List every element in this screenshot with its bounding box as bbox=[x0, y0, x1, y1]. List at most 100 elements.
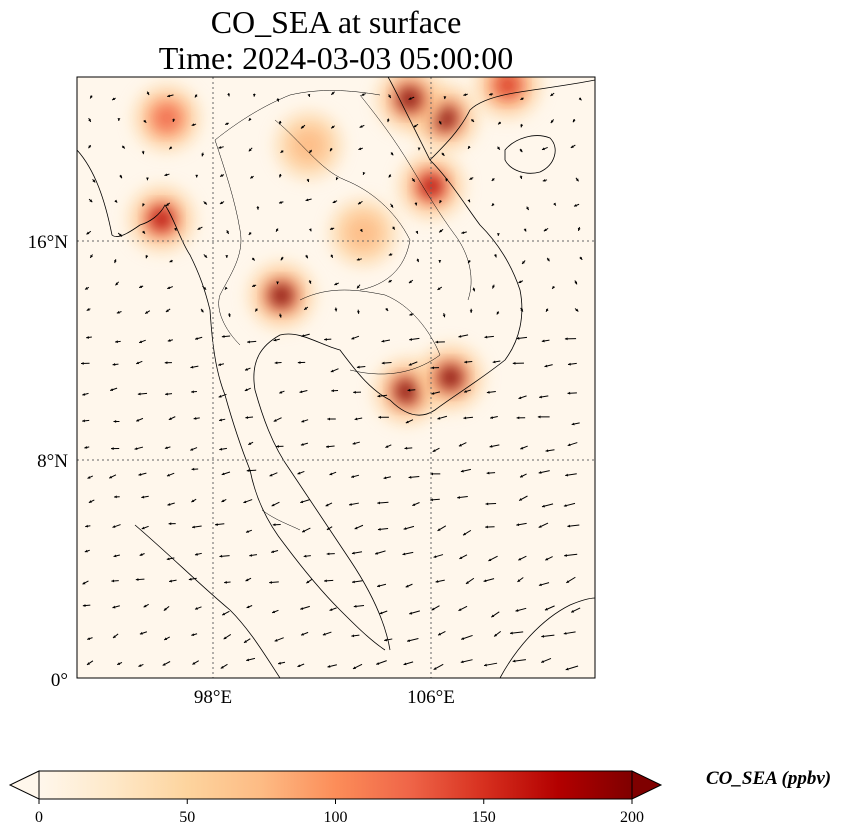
wind-arrow bbox=[471, 118, 475, 123]
wind-arrow bbox=[432, 447, 440, 453]
wind-arrow bbox=[86, 335, 92, 339]
wind-arrow bbox=[135, 578, 145, 581]
colorbar-tick-label: 50 bbox=[179, 809, 195, 826]
wind-arrow bbox=[361, 93, 366, 96]
wind-arrow bbox=[248, 117, 252, 122]
wind-arrow bbox=[297, 361, 306, 364]
map-background bbox=[77, 77, 595, 678]
wind-arrow bbox=[567, 391, 577, 395]
wind-arrow bbox=[437, 631, 446, 636]
wind-arrow bbox=[138, 285, 144, 289]
wind-arrow bbox=[519, 175, 523, 180]
wind-arrow bbox=[384, 638, 393, 642]
wind-arrow bbox=[437, 286, 443, 291]
wind-arrow bbox=[141, 150, 145, 155]
wind-arrow bbox=[461, 231, 467, 235]
wind-arrow bbox=[550, 92, 555, 97]
colorbar: 0 50 100 150 200 bbox=[8, 770, 663, 826]
wind-arrow bbox=[492, 284, 495, 289]
wind-arrow bbox=[194, 552, 202, 556]
wind-arrow bbox=[307, 93, 311, 97]
wind-arrow bbox=[163, 605, 170, 611]
wind-arrow bbox=[166, 472, 175, 477]
wind-arrow bbox=[218, 363, 225, 366]
wind-arrow bbox=[276, 281, 280, 285]
wind-arrow bbox=[438, 228, 444, 233]
wind-arrow bbox=[278, 200, 284, 204]
border-china bbox=[214, 90, 381, 141]
wind-arrow bbox=[169, 259, 173, 263]
wind-arrow bbox=[351, 335, 360, 340]
wind-arrow bbox=[353, 604, 365, 608]
wind-arrow bbox=[243, 638, 251, 644]
wind-arrow bbox=[303, 306, 309, 311]
wind-arrow bbox=[430, 498, 440, 502]
wind-arrow bbox=[306, 578, 313, 584]
wind-arrow bbox=[577, 226, 581, 231]
wind-arrow bbox=[301, 419, 309, 423]
wind-arrow bbox=[191, 467, 199, 471]
wind-arrow bbox=[135, 360, 143, 365]
wind-arrow bbox=[111, 579, 119, 583]
wind-arrow bbox=[299, 390, 308, 394]
wind-arrow bbox=[565, 665, 579, 671]
wind-arrow bbox=[89, 254, 93, 259]
colorbar-body bbox=[39, 771, 632, 799]
wind-arrow bbox=[117, 232, 123, 237]
wind-arrow bbox=[279, 173, 282, 178]
wind-arrow bbox=[194, 94, 198, 98]
wind-arrow bbox=[467, 145, 471, 150]
wind-arrow bbox=[82, 604, 91, 607]
wind-arrow bbox=[496, 233, 500, 236]
coastline-gulf-thailand bbox=[253, 77, 523, 651]
wind-arrow bbox=[329, 471, 337, 476]
wind-arrow bbox=[168, 522, 176, 526]
wind-arrow bbox=[82, 392, 89, 396]
wind-arrow bbox=[84, 446, 90, 449]
wind-arrow bbox=[512, 659, 526, 663]
wind-arrow bbox=[497, 121, 502, 125]
wind-arrow bbox=[541, 339, 550, 343]
wind-arrow bbox=[271, 501, 280, 507]
wind-arrow bbox=[357, 200, 363, 205]
wind-arrow bbox=[112, 363, 119, 366]
wind-arrow bbox=[518, 495, 528, 501]
wind-arrow bbox=[352, 663, 363, 670]
wind-arrow bbox=[433, 663, 444, 671]
wind-arrow bbox=[249, 175, 254, 179]
wind-arrow bbox=[81, 362, 90, 365]
wind-arrow bbox=[376, 660, 387, 665]
wind-arrow bbox=[88, 117, 92, 123]
wind-arrow bbox=[351, 551, 363, 555]
wind-arrow bbox=[472, 287, 476, 292]
wind-arrow bbox=[245, 529, 253, 533]
wind-arrow bbox=[356, 365, 366, 369]
wind-arrow bbox=[330, 368, 339, 373]
wind-arrow bbox=[300, 499, 310, 504]
wind-arrow bbox=[457, 496, 468, 499]
wind-arrow bbox=[165, 202, 171, 207]
wind-arrow bbox=[326, 526, 333, 531]
colorbar-extend-max bbox=[631, 770, 663, 800]
wind-arrow bbox=[248, 441, 254, 446]
wind-arrow bbox=[544, 605, 555, 611]
wind-arrow bbox=[385, 444, 392, 448]
wind-arrow bbox=[443, 96, 447, 100]
wind-arrow bbox=[221, 471, 231, 476]
wind-arrow bbox=[378, 415, 389, 419]
wind-arrow bbox=[496, 311, 500, 315]
wind-arrow bbox=[518, 395, 527, 400]
wind-arrow bbox=[517, 577, 524, 583]
wind-arrow bbox=[332, 200, 338, 204]
hotspot-north-central-vietnam-coast bbox=[419, 174, 444, 199]
wind-arrow bbox=[467, 259, 471, 264]
wind-arrow bbox=[197, 226, 203, 231]
wind-arrow bbox=[278, 120, 282, 125]
wind-arrow bbox=[486, 390, 496, 394]
colorbar-tick-label: 150 bbox=[472, 809, 496, 826]
wind-arrow bbox=[279, 390, 285, 394]
wind-arrow bbox=[545, 308, 549, 313]
wind-arrow bbox=[87, 637, 93, 640]
wind-arrow bbox=[303, 554, 311, 558]
wind-arrow bbox=[540, 657, 552, 663]
